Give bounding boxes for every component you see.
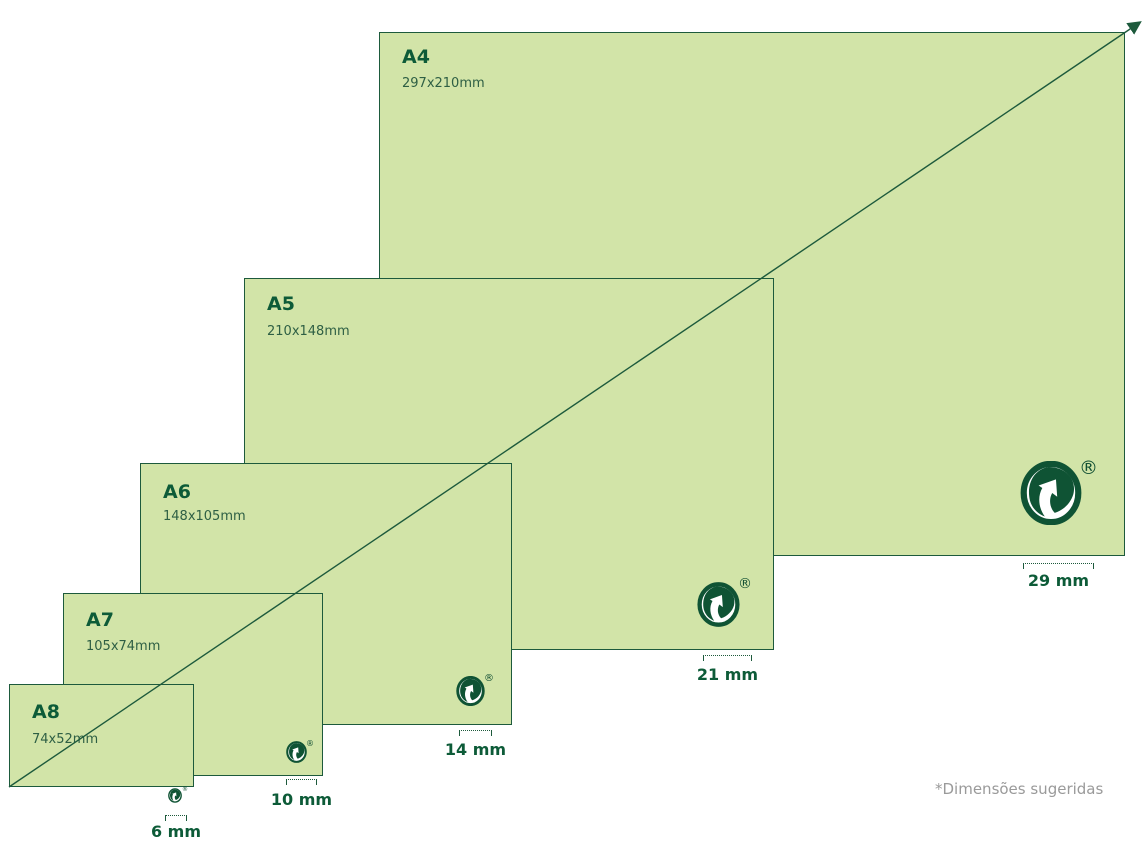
measure-label-a8: 6 mm [150,822,202,841]
measure-label-a4: 29 mm [1027,571,1090,590]
measure-bar [286,779,317,785]
sheet-a8: A8 74x52mm [9,684,194,787]
sheet-size-a8: 74x52mm [32,732,99,747]
measure-bar [165,815,187,821]
measure-label-a5: 21 mm [696,665,759,684]
sheet-name-a8: A8 [32,701,60,723]
measure-bar [459,730,492,736]
footnote: *Dimensões sugeridas [935,780,1104,798]
measure-label-a6: 14 mm [444,740,507,759]
measure-label-a7: 10 mm [270,790,333,809]
recycling-logo-icon [286,741,307,763]
sheet-name-a5: A5 [267,293,295,315]
registered-mark: ® [484,673,494,684]
sheet-name-a6: A6 [163,481,191,503]
registered-mark: ® [182,786,188,793]
registered-mark: ® [306,739,314,748]
registered-mark: ® [1079,457,1098,479]
sheet-name-a4: A4 [402,46,430,68]
recycling-logo-icon [697,582,740,627]
measure-bar [1023,563,1094,569]
sheet-size-a7: 105x74mm [86,639,161,654]
recycling-logo-icon [168,788,182,803]
recycling-logo-icon [456,676,485,706]
sheet-name-a7: A7 [86,609,114,631]
measure-bar [703,655,752,661]
sheet-size-a5: 210x148mm [267,324,350,339]
sheet-size-a4: 297x210mm [402,76,485,91]
recycling-logo-icon [1020,461,1082,525]
registered-mark: ® [738,576,752,592]
sheet-size-a6: 148x105mm [163,509,246,524]
